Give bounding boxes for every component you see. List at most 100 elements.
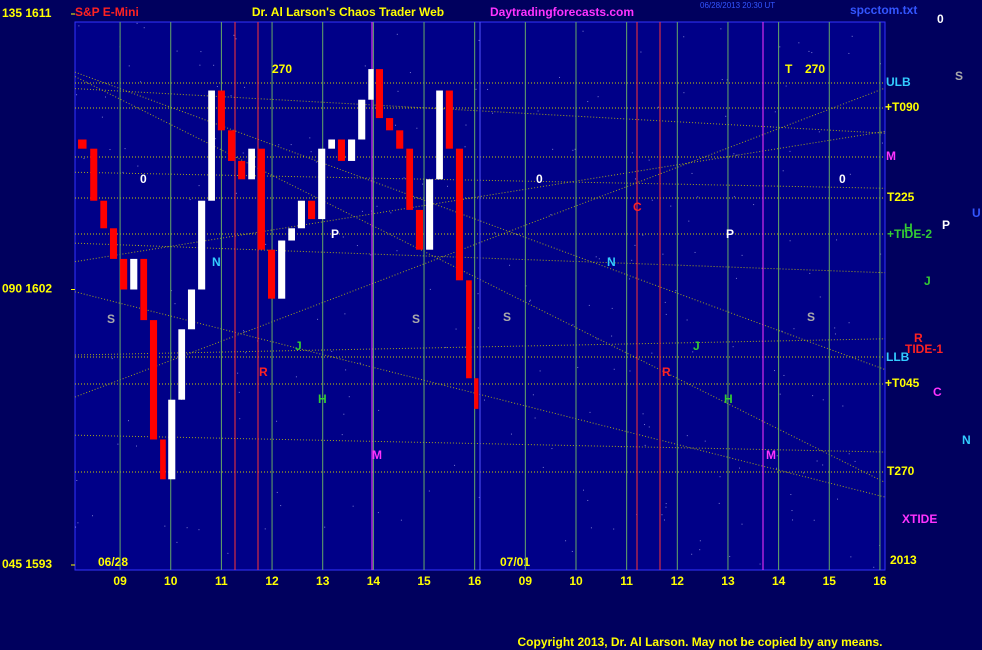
star — [278, 144, 280, 146]
star — [686, 435, 688, 437]
x-tick-label: 09 — [519, 574, 533, 588]
star — [779, 46, 781, 48]
star — [642, 413, 644, 415]
star — [683, 36, 685, 38]
star — [216, 86, 218, 88]
star — [662, 253, 664, 255]
y-tick-label: 090 1602 — [2, 282, 52, 296]
star — [572, 149, 574, 151]
star — [487, 88, 489, 90]
star — [776, 455, 778, 457]
star — [276, 491, 278, 493]
star — [879, 63, 881, 65]
star — [310, 151, 312, 153]
star — [136, 22, 138, 24]
star — [648, 159, 650, 161]
price-bar — [474, 378, 479, 409]
x-tick-label: 15 — [417, 574, 431, 588]
star — [836, 498, 838, 500]
star — [588, 304, 590, 306]
star — [290, 144, 292, 146]
star — [396, 33, 398, 35]
x-tick-label: 11 — [620, 574, 633, 588]
star — [122, 171, 124, 173]
star — [551, 448, 553, 450]
price-bar — [178, 329, 186, 400]
star — [264, 528, 266, 530]
star — [735, 277, 737, 279]
star — [429, 288, 431, 290]
star — [813, 519, 815, 521]
annotation: R — [914, 331, 923, 345]
price-bar — [455, 148, 464, 281]
star — [532, 394, 534, 396]
annotation: C — [633, 200, 642, 214]
price-bar — [297, 200, 305, 229]
star — [238, 391, 240, 393]
star — [640, 51, 642, 53]
star — [465, 124, 467, 126]
price-bar — [278, 240, 286, 299]
star — [244, 331, 246, 333]
star — [174, 303, 176, 305]
star — [582, 30, 584, 32]
star — [92, 515, 94, 517]
star — [793, 328, 795, 330]
star — [200, 51, 202, 53]
y-tick-label: 135 1611 — [2, 6, 52, 20]
file-name: spcctom.txt — [850, 3, 917, 17]
star — [634, 178, 636, 180]
star — [378, 409, 380, 411]
star — [199, 64, 201, 66]
star — [109, 149, 111, 151]
annotation: N — [212, 255, 221, 269]
star — [76, 480, 78, 482]
star — [395, 124, 397, 126]
annotation: S — [412, 312, 420, 326]
star — [590, 527, 592, 529]
chart-title: Dr. Al Larson's Chaos Trader Web — [252, 5, 444, 19]
x-tick-label: 10 — [164, 574, 178, 588]
star — [789, 150, 791, 152]
price-bar — [358, 99, 366, 140]
price-bar — [120, 258, 128, 290]
annotation: R — [662, 365, 671, 379]
star — [644, 444, 646, 446]
price-bar — [328, 139, 336, 149]
star — [648, 426, 650, 428]
annotation: T — [785, 62, 793, 76]
star — [791, 510, 793, 512]
star — [571, 550, 573, 552]
price-bar — [238, 160, 246, 180]
star — [729, 555, 731, 557]
x-tick-label: 13 — [316, 574, 330, 588]
star — [741, 523, 743, 525]
star — [811, 52, 813, 54]
annotation: XTIDE — [902, 512, 937, 526]
star — [446, 185, 448, 187]
star — [534, 417, 536, 419]
star — [137, 165, 139, 167]
star — [587, 101, 589, 103]
star — [341, 434, 343, 436]
star — [609, 257, 611, 259]
diagonal-line — [74, 87, 886, 398]
star — [776, 467, 778, 469]
star — [345, 369, 347, 371]
annotation: M — [886, 149, 896, 163]
star — [704, 440, 706, 442]
x-tick-label: 10 — [569, 574, 583, 588]
price-bar — [198, 200, 206, 290]
price-bar — [248, 148, 255, 180]
star — [75, 526, 77, 528]
price-bar — [168, 399, 176, 480]
star — [455, 328, 457, 330]
star — [675, 290, 677, 292]
star — [265, 243, 267, 245]
star — [583, 489, 585, 491]
star — [631, 152, 633, 154]
annotation: S — [807, 310, 815, 324]
star — [613, 368, 615, 370]
annotation: H — [318, 392, 327, 406]
star — [719, 476, 721, 478]
